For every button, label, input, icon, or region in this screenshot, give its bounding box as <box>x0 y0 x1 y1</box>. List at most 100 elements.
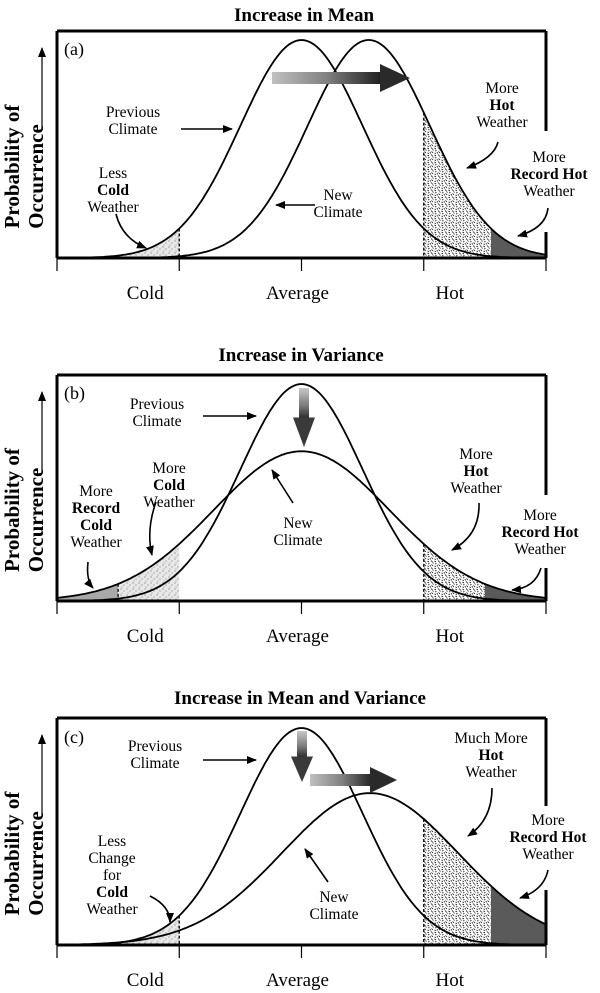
panel-title: Increase in Variance <box>218 345 383 366</box>
annotation-label: Previous Climate <box>128 738 182 772</box>
annotation-pointer-arrow-icon <box>115 213 147 249</box>
annotation-line: More <box>459 446 493 463</box>
annotation-line: Climate <box>132 413 181 430</box>
annotation-line: Climate <box>273 532 322 549</box>
annotation-line: More <box>152 460 186 477</box>
annotation-pointer-arrow-icon <box>271 469 294 504</box>
y-axis-label-line: Occurrence <box>24 124 48 229</box>
panel-letter: (c) <box>64 727 84 748</box>
annotation-label: More Hot Weather <box>450 446 502 497</box>
annotation-line: Previous <box>106 104 160 121</box>
annotation-line: Previous <box>128 738 182 755</box>
annotation-label: Less Cold Weather <box>87 165 139 216</box>
annotation-line: Weather <box>86 901 138 918</box>
more-cold-weather-region <box>118 543 180 601</box>
previous-climate-curve <box>57 39 546 259</box>
x-tick-label: Average <box>266 970 329 991</box>
annotation-line: Climate <box>130 755 179 772</box>
annotation-line: Previous <box>130 396 184 413</box>
y-axis-label: Probability ofOccurrence <box>0 447 48 572</box>
annotation-line: Less <box>99 165 127 182</box>
shift-down-arrow-icon <box>297 731 307 760</box>
panel-title: Increase in Mean <box>234 5 374 26</box>
annotation-line: Weather <box>87 199 139 216</box>
shift-right-arrowhead-icon <box>370 767 397 793</box>
annotation-line: Record Hot <box>509 829 587 846</box>
y-axis-label-line: Occurrence <box>24 468 48 573</box>
annotation-line: More <box>79 483 113 500</box>
annotation-label: Previous Climate <box>130 396 184 430</box>
annotation-label: Less Change for Cold Weather <box>86 833 138 918</box>
shift-down-arrowhead-icon <box>291 756 313 782</box>
annotation-line: Change <box>88 850 135 867</box>
x-tick-label: Cold <box>127 626 164 647</box>
annotation-line: Weather <box>523 183 575 200</box>
annotation-line: Weather <box>514 541 566 558</box>
previous-climate-curve <box>57 383 546 602</box>
annotation-line: Weather <box>465 764 517 781</box>
shift-right-arrowhead-icon <box>380 64 410 92</box>
annotation-pointer-arrow-icon <box>467 787 493 837</box>
more-record-hot-weather-region <box>490 886 546 945</box>
annotation-line: Climate <box>313 204 362 221</box>
annotation-pointer-arrow-icon <box>146 501 157 556</box>
x-tick-label: Average <box>266 283 329 304</box>
annotation-label: More Record Cold Weather <box>70 483 122 551</box>
annotation-line: Weather <box>450 480 502 497</box>
x-tick-label: Average <box>266 626 329 647</box>
shift-down-arrow-icon <box>299 388 309 421</box>
annotation-line: New <box>319 889 349 906</box>
annotation-line: Hot <box>464 463 490 480</box>
annotation-line: Record Hot <box>510 166 588 183</box>
panel-a: Increase in Mean (a) Cold Average Hot Prev… <box>0 5 588 304</box>
x-tick-label: Hot <box>436 970 465 991</box>
annotation-line: New <box>323 187 353 204</box>
annotation-line: Cold <box>153 477 185 494</box>
annotation-line: New <box>283 515 313 532</box>
annotation-line: Much More <box>454 730 528 747</box>
panel-title: Increase in Mean and Variance <box>174 688 426 709</box>
annotation-line: Weather <box>476 114 528 131</box>
annotation-line: Cold <box>96 884 128 901</box>
panel-b: Increase in Variance (b) Cold Average Hot … <box>0 345 579 647</box>
x-tick-label: Hot <box>436 283 465 304</box>
annotation-label: Much More Hot Weather <box>454 730 528 781</box>
annotation-pointer-arrow-icon <box>466 141 499 169</box>
y-axis-label-line: Probability of <box>0 447 24 572</box>
shift-down-arrowhead-icon <box>293 417 315 447</box>
more-record-hot-weather-region <box>490 228 546 258</box>
panel-letter: (b) <box>64 383 85 404</box>
annotation-line: Climate <box>108 121 157 138</box>
annotation-line: Hot <box>479 747 505 764</box>
annotation-pointer-arrow-icon <box>84 561 94 589</box>
annotation-line: More <box>532 149 566 166</box>
annotation-label: New Climate <box>313 187 362 221</box>
previous-climate-curve <box>57 727 546 946</box>
annotation-line: Weather <box>522 846 574 863</box>
annotation-pointer-arrow-icon <box>519 869 549 899</box>
annotation-line: for <box>103 867 122 884</box>
x-tick-label: Cold <box>127 970 164 991</box>
annotation-line: Record Hot <box>501 524 579 541</box>
x-tick-label: Hot <box>436 626 465 647</box>
y-axis-label-line: Occurrence <box>24 811 48 916</box>
shift-right-arrow-icon <box>310 774 374 786</box>
annotation-label: More Record Hot Weather <box>510 149 588 200</box>
y-axis-label-line: Probability of <box>0 104 24 229</box>
annotation-label: Previous Climate <box>106 104 160 138</box>
shift-right-arrow-icon <box>272 72 382 84</box>
annotation-line: More <box>485 80 519 97</box>
panel-letter: (a) <box>64 39 84 60</box>
more-hot-weather-region <box>423 543 485 601</box>
y-axis-label: Probability ofOccurrence <box>0 791 48 916</box>
y-axis-label: Probability ofOccurrence <box>0 104 48 229</box>
annotation-line: Record <box>72 500 121 517</box>
x-tick-label: Cold <box>127 283 164 304</box>
less-cold-weather-region <box>57 228 180 258</box>
annotation-label: More Cold Weather <box>143 460 195 511</box>
annotation-line: Cold <box>97 182 129 199</box>
new-climate-curve <box>56 450 547 599</box>
annotation-label: New Climate <box>309 889 358 923</box>
annotation-line: More <box>523 507 557 524</box>
annotation-line: Climate <box>309 906 358 923</box>
